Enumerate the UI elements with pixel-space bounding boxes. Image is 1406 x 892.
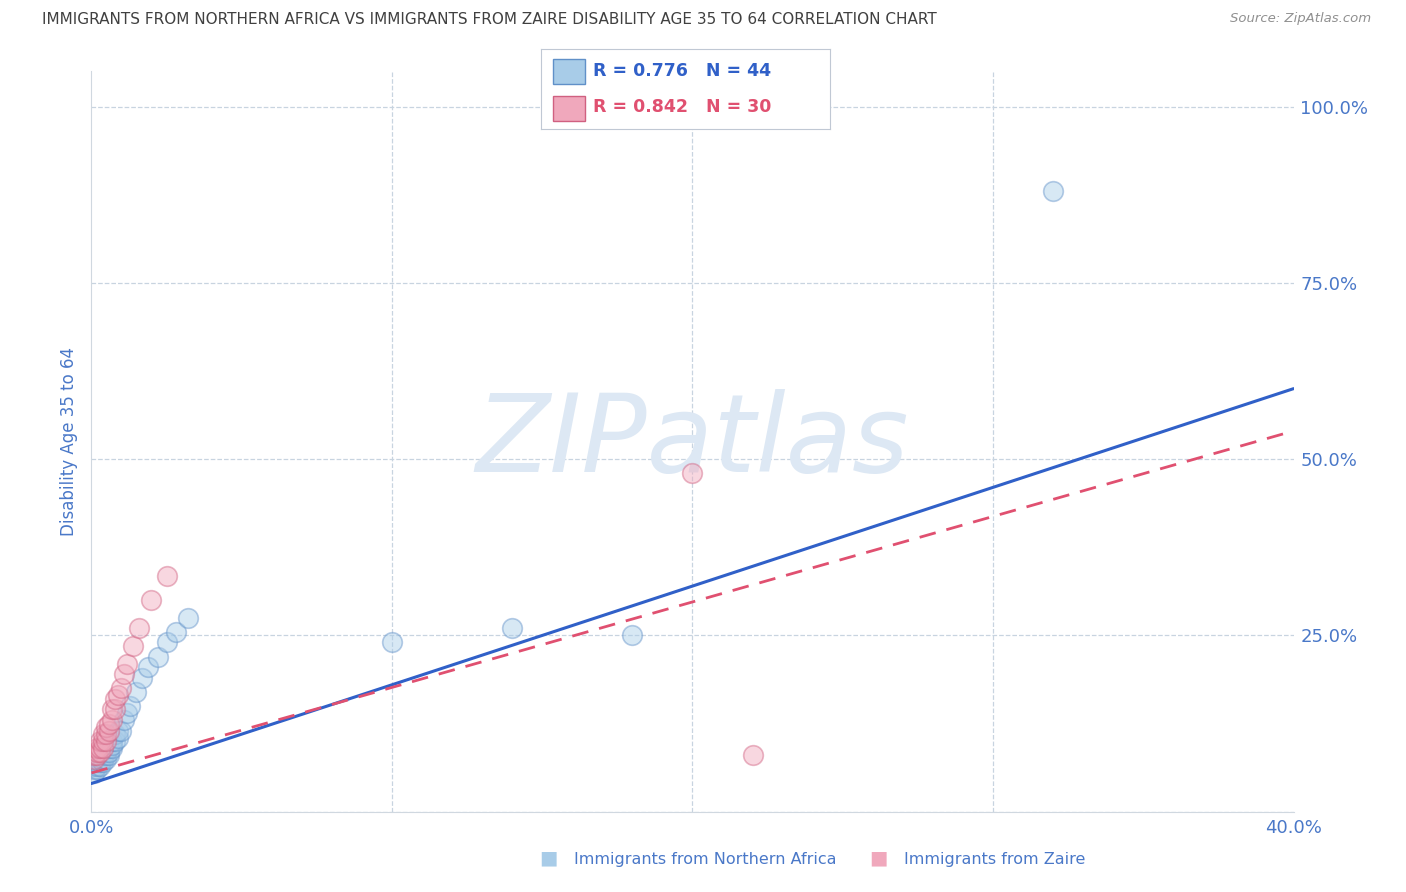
Point [101,713,124,727]
Point [93,748,115,763]
Point [131,671,153,685]
Point [101,734,124,748]
Point [104,734,127,748]
Point [681,467,703,481]
Point [86,745,108,759]
Point [104,692,127,706]
Point [86,748,108,763]
Y-axis label: Disability Age 35 to 64: Disability Age 35 to 64 [60,347,79,536]
Point [381,635,404,649]
Text: Source: ZipAtlas.com: Source: ZipAtlas.com [1230,12,1371,25]
Point [98,723,121,738]
Point [98,716,121,731]
Point [110,723,132,738]
Point [96,745,118,759]
Point [107,689,129,703]
Point [83,759,105,773]
Point [501,621,523,635]
Point [165,624,187,639]
Point [110,681,132,696]
Text: ■: ■ [869,848,889,867]
Point [155,635,177,649]
Point [86,759,108,773]
Point [98,741,121,756]
Text: ZIPatlas: ZIPatlas [475,389,910,494]
Point [128,621,150,635]
Point [83,766,105,780]
Point [96,720,118,734]
Bar [553,95,585,121]
Text: Immigrants from Zaire: Immigrants from Zaire [904,852,1085,867]
Point [89,756,111,770]
Point [155,568,177,582]
Point [86,752,108,766]
Point [107,723,129,738]
Point [104,727,127,741]
Point [89,752,111,766]
Point [141,593,163,607]
Point [89,741,111,756]
Text: R = 0.776   N = 44: R = 0.776 N = 44 [593,62,772,80]
Text: ■: ■ [538,848,558,867]
Point [146,649,169,664]
Point [98,745,121,759]
Point [138,660,160,674]
Point [96,752,118,766]
Point [93,741,115,756]
Point [89,748,111,763]
Point [86,741,108,756]
Point [96,748,118,763]
Bar [553,59,585,85]
Point [83,752,105,766]
Point [83,748,105,763]
Point [98,748,121,763]
Point [93,727,115,741]
Point [621,628,644,642]
Point [117,657,139,671]
Point [741,748,763,763]
Point [89,759,111,773]
Point [86,756,108,770]
Point [114,713,136,727]
Point [96,734,118,748]
Text: IMMIGRANTS FROM NORTHERN AFRICA VS IMMIGRANTS FROM ZAIRE DISABILITY AGE 35 TO 64: IMMIGRANTS FROM NORTHERN AFRICA VS IMMIG… [42,12,936,27]
Point [101,702,124,716]
Point [114,667,136,681]
Point [93,745,115,759]
Point [107,731,129,745]
Point [120,698,142,713]
Point [101,738,124,752]
Point [96,741,118,756]
Point [101,741,124,756]
Text: Immigrants from Northern Africa: Immigrants from Northern Africa [574,852,837,867]
Point [176,611,198,625]
Point [86,763,108,777]
Point [83,763,105,777]
Point [117,706,139,720]
Point [93,734,115,748]
Point [89,734,111,748]
Point [89,745,111,759]
Point [125,685,148,699]
Point [93,752,115,766]
Point [104,702,127,716]
Point [96,727,118,741]
Text: R = 0.842   N = 30: R = 0.842 N = 30 [593,98,772,116]
Point [93,756,115,770]
Point [1042,184,1064,198]
Point [122,639,145,653]
